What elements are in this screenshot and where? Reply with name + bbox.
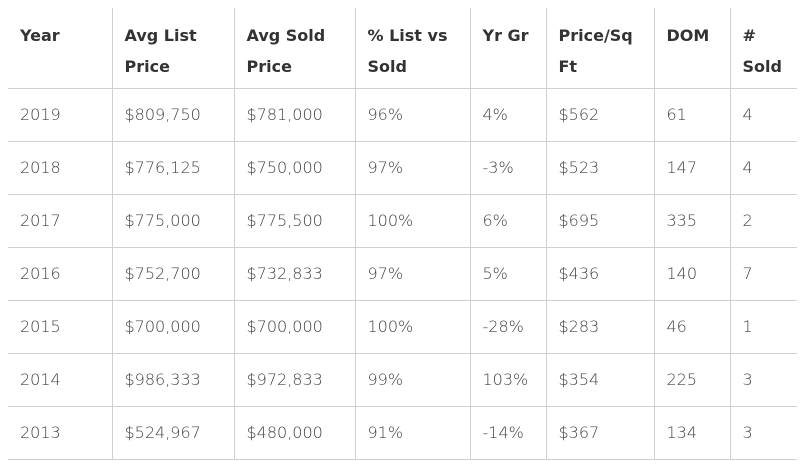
- table-cell: 61: [653, 87, 731, 142]
- table-cell: 3: [729, 352, 797, 407]
- table-cell: -28%: [469, 299, 547, 354]
- table-cell: 46: [653, 299, 731, 354]
- table-row: 2018 $776,125 $750,000 97% -3% $523 147 4: [8, 140, 797, 195]
- table-cell: 7: [729, 246, 797, 301]
- table-cell: $524,967: [111, 405, 235, 460]
- table-cell: 99%: [354, 352, 471, 407]
- table-cell: 100%: [354, 193, 471, 248]
- table-cell: 2019: [8, 87, 113, 142]
- table-cell: $283: [545, 299, 655, 354]
- table-cell: $972,833: [233, 352, 356, 407]
- header-cell: Avg Sold Price: [233, 8, 356, 89]
- table-cell: $809,750: [111, 87, 235, 142]
- table-cell: 2017: [8, 193, 113, 248]
- table-cell: 147: [653, 140, 731, 195]
- table-cell: 4: [729, 87, 797, 142]
- table-cell: 4%: [469, 87, 547, 142]
- table-cell: $732,833: [233, 246, 356, 301]
- table-cell: $354: [545, 352, 655, 407]
- table-cell: $367: [545, 405, 655, 460]
- table-cell: $781,000: [233, 87, 356, 142]
- table-cell: $776,125: [111, 140, 235, 195]
- sales-table: Year Avg List Price Avg Sold Price% List v…: [8, 8, 797, 460]
- table-cell: -14%: [469, 405, 547, 460]
- header-cell: Yr Gr: [469, 8, 547, 89]
- header-cell: Avg List Price: [111, 8, 235, 89]
- table-cell: 5%: [469, 246, 547, 301]
- table-cell: $775,000: [111, 193, 235, 248]
- header-cell: DOM: [653, 8, 731, 89]
- table-cell: 2018: [8, 140, 113, 195]
- table-cell: $986,333: [111, 352, 235, 407]
- table-row: 2019 $809,750 $781,000 96% 4% $562 61 4: [8, 87, 797, 142]
- table-cell: 4: [729, 140, 797, 195]
- table-row: 2017 $775,000 $775,500 100% 6% $695 335 2: [8, 193, 797, 248]
- table-cell: 2015: [8, 299, 113, 354]
- table-cell: $700,000: [233, 299, 356, 354]
- table-cell: $523: [545, 140, 655, 195]
- table-cell: 134: [653, 405, 731, 460]
- header-cell: # Sold: [729, 8, 797, 89]
- table-cell: 100%: [354, 299, 471, 354]
- header-cell: Price/Sq Ft: [545, 8, 655, 89]
- table-cell: 225: [653, 352, 731, 407]
- table-cell: 140: [653, 246, 731, 301]
- table-row: 2016 $752,700 $732,833 97% 5% $436 140 7: [8, 246, 797, 301]
- table-header: Year Avg List Price Avg Sold Price% List v…: [8, 8, 797, 89]
- header-cell: Year: [8, 8, 113, 89]
- table-row: 2013 $524,967 $480,000 91% -14% $367 134 3: [8, 405, 797, 460]
- table-cell: $752,700: [111, 246, 235, 301]
- table-cell: 2: [729, 193, 797, 248]
- table-cell: $750,000: [233, 140, 356, 195]
- table-cell: 103%: [469, 352, 547, 407]
- table-cell: $436: [545, 246, 655, 301]
- table-cell: 6%: [469, 193, 547, 248]
- table-cell: 1: [729, 299, 797, 354]
- table-cell: $695: [545, 193, 655, 248]
- table-row: 2014 $986,333 $972,833 99% 103% $354 225 3: [8, 352, 797, 407]
- table-cell: 97%: [354, 140, 471, 195]
- table-cell: 3: [729, 405, 797, 460]
- table-cell: 97%: [354, 246, 471, 301]
- header-cell: % List vs Sold: [354, 8, 471, 89]
- table-cell: 96%: [354, 87, 471, 142]
- table-cell: 91%: [354, 405, 471, 460]
- table-cell: 2016: [8, 246, 113, 301]
- table-cell: 2013: [8, 405, 113, 460]
- table-cell: $700,000: [111, 299, 235, 354]
- table-cell: 2014: [8, 352, 113, 407]
- table-cell: $562: [545, 87, 655, 142]
- table-cell: 335: [653, 193, 731, 248]
- header-row: Year Avg List Price Avg Sold Price% List v…: [8, 8, 797, 89]
- table-cell: $775,500: [233, 193, 356, 248]
- table-body: 2019 $809,750 $781,000 96% 4% $562 61 4 2018 $776…: [8, 87, 797, 460]
- table-cell: -3%: [469, 140, 547, 195]
- table-cell: $480,000: [233, 405, 356, 460]
- table-row: 2015 $700,000 $700,000 100% -28% $283 46 1: [8, 299, 797, 354]
